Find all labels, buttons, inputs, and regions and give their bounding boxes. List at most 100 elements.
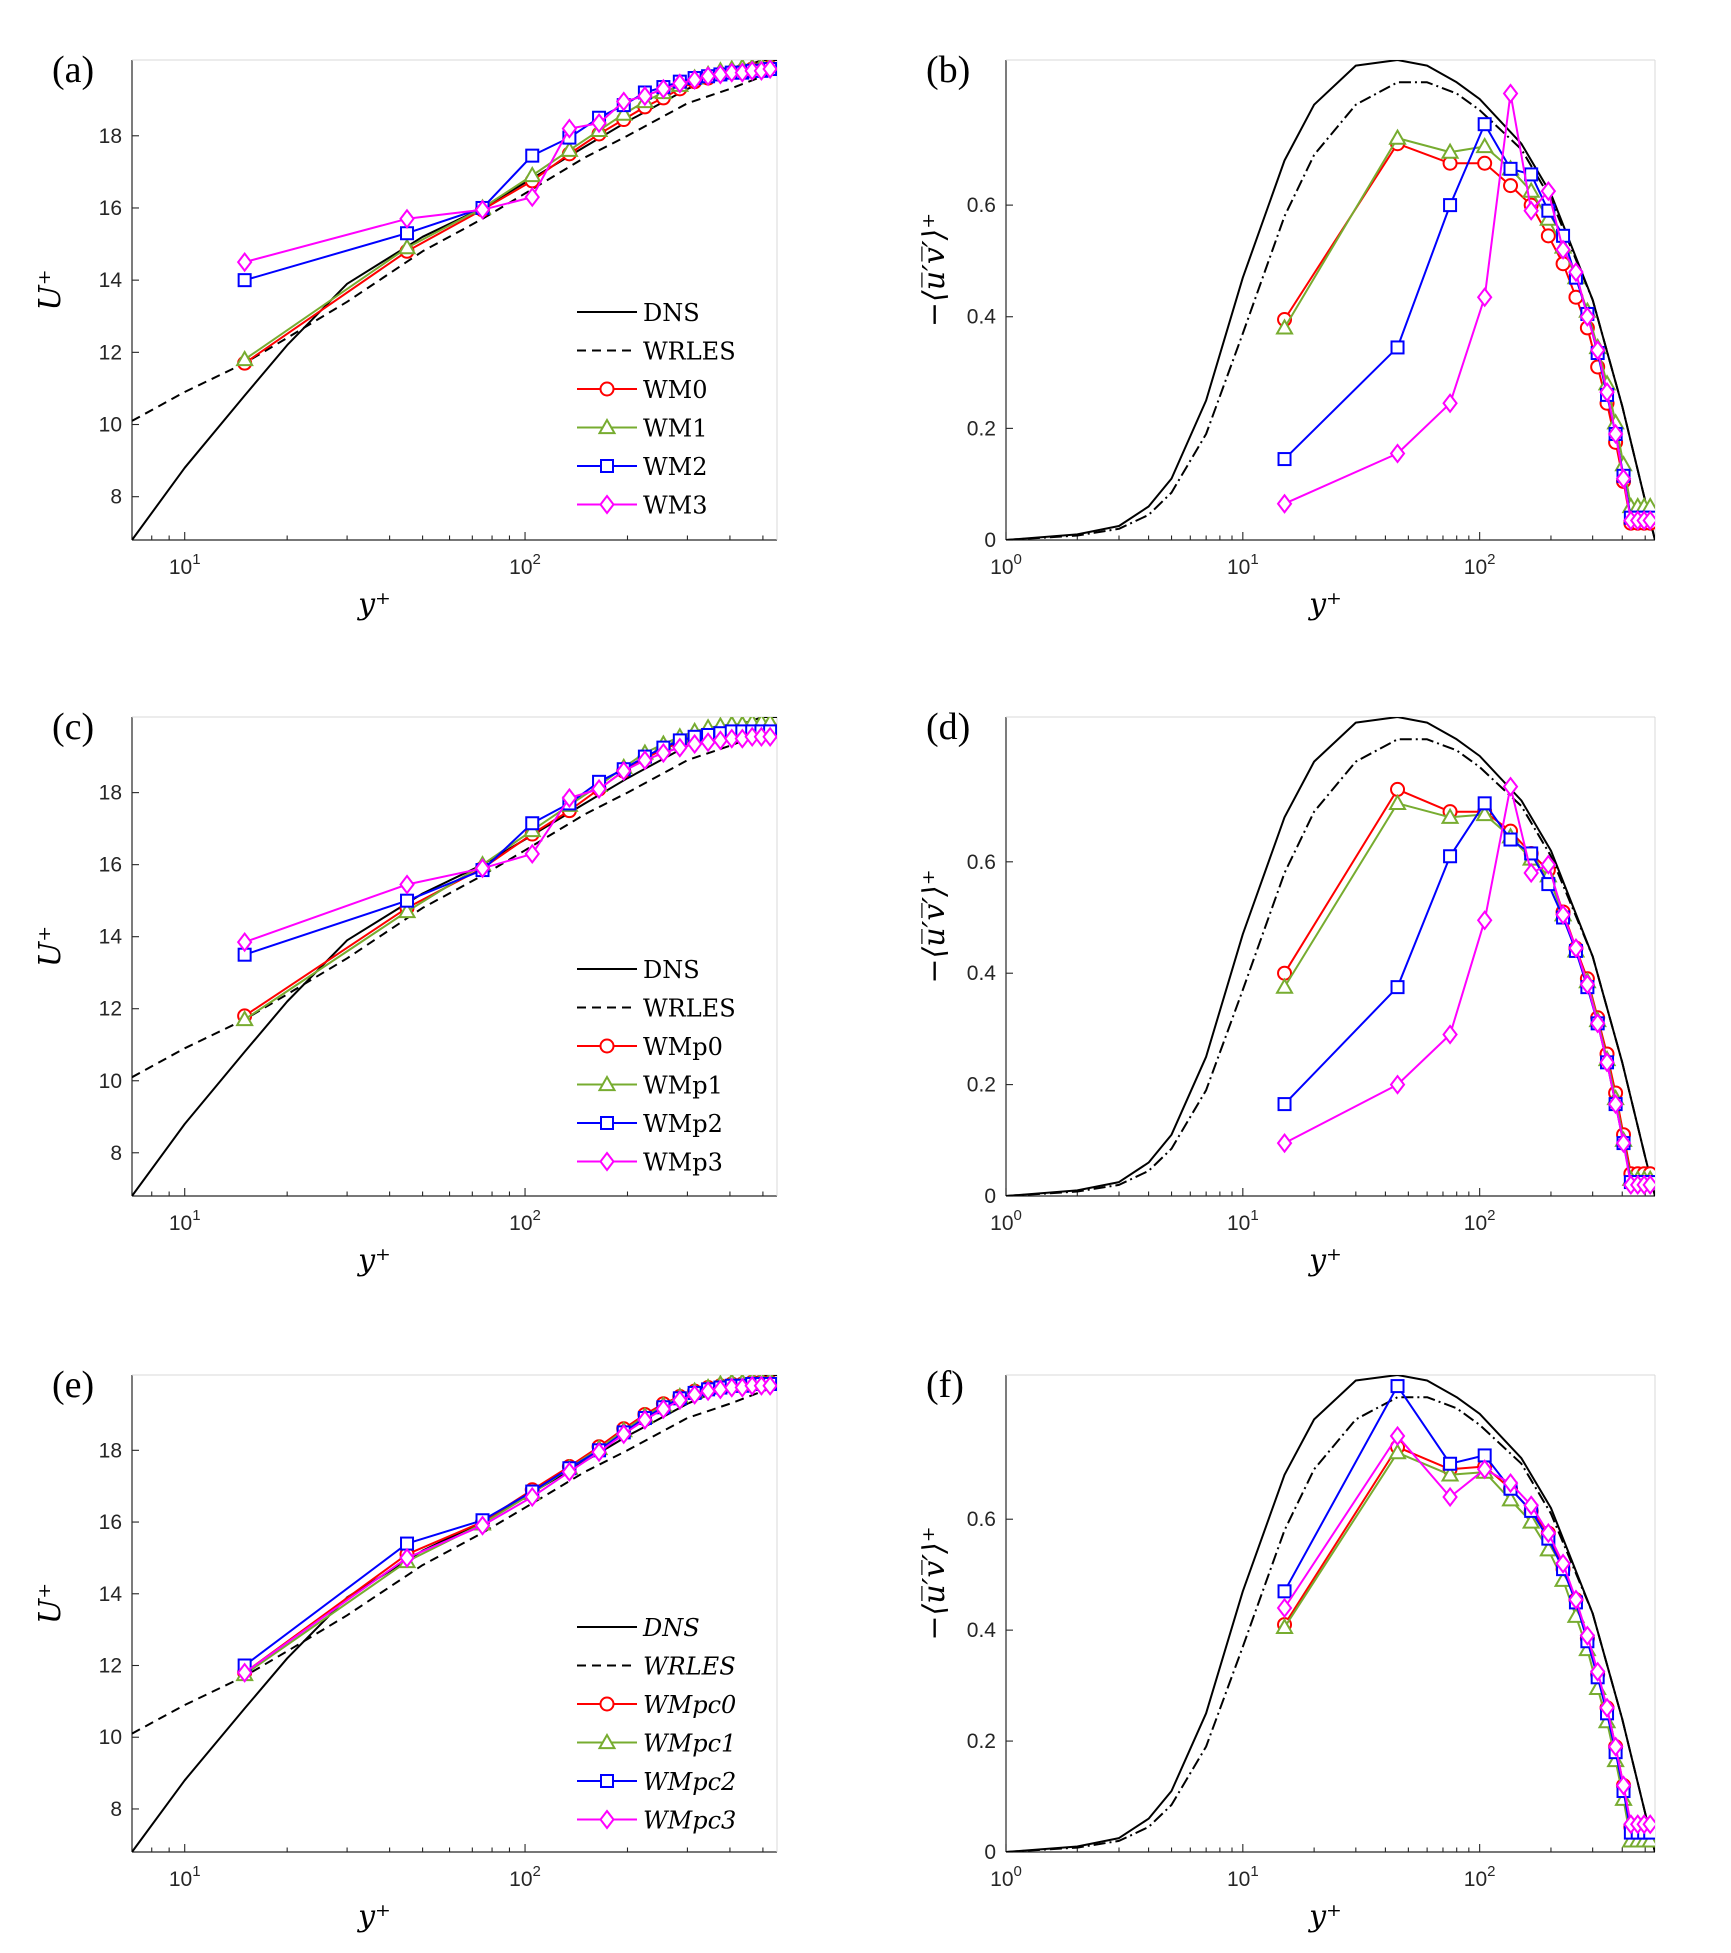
data-point-wm3: [1442, 393, 1458, 414]
legend-item-label: WMpc3: [643, 1807, 736, 1835]
legend-marker: [599, 381, 615, 397]
series-line-wrles: [1006, 1396, 1655, 1852]
data-point-wm3: [399, 208, 415, 229]
data-point-wm3: [1276, 493, 1293, 514]
data-point-wmp3: [724, 728, 740, 749]
data-point-wmp3: [1476, 910, 1493, 931]
y-tick-label: 18: [99, 125, 122, 148]
data-point-wmp3: [561, 787, 578, 809]
data-point-wm1: [560, 140, 579, 157]
data-point-wmp1: [1388, 793, 1407, 810]
y-tick-label: 14: [99, 926, 123, 949]
data-point-wmpc2: [1277, 1584, 1292, 1599]
data-point-wm3: [1642, 510, 1655, 531]
panel-label: (a): [52, 49, 94, 91]
plot-area: [132, 1375, 777, 1852]
panel-label: (c): [52, 706, 94, 748]
data-point-wm3: [1523, 200, 1539, 221]
data-point-wmpc3: [672, 1389, 688, 1411]
legend-marker: [597, 1074, 617, 1092]
data-point-wmpc3: [591, 1441, 607, 1463]
data-point-wmp3: [1589, 1013, 1606, 1034]
y-tick-label: 14: [99, 269, 123, 292]
y-tick-label: 18: [99, 1439, 122, 1462]
data-point-wm3: [591, 113, 607, 134]
series-line-wmp1: [1283, 802, 1651, 1181]
data-point-wm3: [1568, 261, 1584, 283]
legend-item-label: WMp2: [643, 1110, 723, 1138]
y-tick-label: 16: [99, 854, 122, 877]
panel-label: (d): [926, 706, 970, 748]
data-point-wm2: [1477, 117, 1492, 132]
data-point-wmpc3: [724, 1377, 740, 1398]
x-tick-label: 101: [1227, 551, 1259, 579]
series-line-wrles: [132, 1384, 777, 1735]
y-tick-label: 0.6: [967, 1508, 996, 1531]
legend-item-label: DNS: [643, 956, 700, 984]
y-tick-label: 0: [984, 1841, 996, 1864]
data-point-wmp3: [1523, 862, 1539, 884]
data-point-wmp3: [1389, 1074, 1406, 1095]
data-point-wmp3: [474, 858, 491, 879]
series-line-wrles: [1006, 81, 1655, 540]
data-point-wmp3: [399, 874, 415, 895]
series-line-wmp2: [1283, 802, 1651, 1184]
data-point-wm3: [1615, 468, 1632, 489]
data-point-wmp3: [591, 778, 607, 800]
data-point-wm3: [700, 66, 716, 87]
x-tick-label: 101: [169, 551, 201, 579]
data-point-wmp3: [1276, 1132, 1293, 1154]
data-point-wmp2: [400, 893, 415, 908]
legend-marker: [599, 1151, 615, 1172]
legend-item-label: WMpc2: [643, 1768, 736, 1796]
data-point-wm2: [1524, 167, 1539, 182]
y-tick-label: 14: [99, 1583, 123, 1606]
x-axis-label: y⁺: [356, 1243, 391, 1278]
series-line-wm1: [1283, 137, 1651, 508]
data-point-wmp3: [712, 730, 729, 751]
data-point-wmpc3: [762, 1375, 777, 1396]
data-point-wmp2: [525, 816, 540, 831]
x-tick-label: 102: [509, 1863, 541, 1891]
x-axis-label: y⁺: [1307, 587, 1342, 622]
y-tick-label: 0.6: [967, 851, 996, 874]
data-point-wm3: [561, 118, 578, 139]
data-point-wmpc1: [1275, 1617, 1294, 1634]
legend-item-label: DNS: [642, 1614, 700, 1642]
panel-label: (e): [52, 1364, 94, 1406]
series-line-wrles: [132, 69, 777, 422]
legend-item-label: DNS: [643, 299, 700, 327]
series-line-dns: [1006, 717, 1655, 1196]
data-point-wm3: [655, 78, 672, 100]
data-point-wm2: [1541, 203, 1556, 218]
legend-item-label: WRLES: [643, 338, 736, 366]
y-axis-label: U⁺: [33, 1583, 68, 1624]
data-point-wm3: [1476, 287, 1493, 308]
y-axis-label: −⟨u̅′v̅′⟩⁺: [917, 213, 952, 327]
data-point-wmp3: [524, 843, 541, 865]
data-point-wmp3: [1615, 1132, 1632, 1154]
data-point-wmp3: [672, 737, 688, 758]
legend-marker: [597, 417, 617, 435]
y-tick-label: 0.4: [967, 1619, 997, 1642]
data-point-wm2: [400, 226, 415, 241]
legend-item-label: WM2: [643, 453, 708, 481]
y-axis-label: U⁺: [33, 269, 68, 310]
data-point-wmpc3: [399, 1547, 415, 1569]
data-point-wm0: [1477, 155, 1493, 171]
y-tick-label: 16: [99, 197, 122, 220]
data-point-wmpc3: [1502, 1473, 1519, 1494]
x-tick-label: 101: [169, 1863, 201, 1891]
legend-marker: [597, 1732, 617, 1750]
data-point-wmp3: [1599, 1052, 1615, 1073]
x-axis-label: y⁺: [1307, 1899, 1342, 1934]
legend-item-label: WMpc0: [643, 1691, 736, 1719]
data-point-wmp3: [686, 733, 703, 755]
data-point-wmpc1: [1521, 1512, 1541, 1529]
legend: DNS WRLES WMp0 WMp1 WMp2 WMp3: [577, 956, 736, 1177]
legend-marker: [599, 1809, 615, 1830]
x-tick-label: 102: [1464, 1863, 1496, 1891]
plot-area: [1006, 60, 1655, 540]
y-tick-label: 0: [984, 1185, 996, 1208]
